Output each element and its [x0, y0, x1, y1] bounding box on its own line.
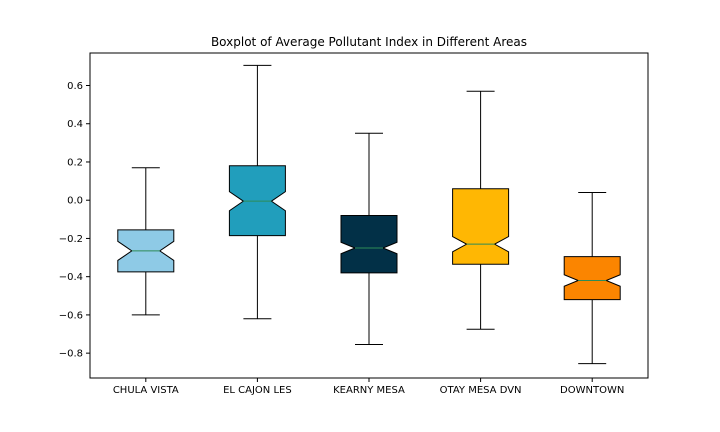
y-tick-label: 0.6	[67, 81, 83, 92]
x-tick-label: DOWNTOWN	[560, 385, 624, 396]
y-tick-label: −0.2	[59, 234, 83, 245]
x-tick-label: EL CAJON LES	[223, 385, 292, 396]
box-downtown	[563, 256, 621, 301]
x-tick-label: KEARNY MESA	[333, 385, 405, 396]
box-kearny-mesa	[340, 215, 398, 274]
y-tick-label: −0.6	[59, 310, 83, 321]
y-tick-label: 0.4	[67, 119, 83, 130]
chart-title: Boxplot of Average Pollutant Index in Di…	[211, 35, 527, 49]
y-tick-label: −0.8	[59, 349, 83, 360]
x-tick-label: CHULA VISTA	[113, 385, 179, 396]
x-tick-label: OTAY MESA DVN	[440, 385, 522, 396]
y-tick-label: −0.4	[59, 272, 83, 283]
box-otay-mesa-dvn	[452, 188, 510, 265]
y-tick-label: 0.2	[67, 157, 83, 168]
plot-area: −0.8 −0.6 −0.4 −0.2 0.0 0.2 0.4 0.6 CHULA VISTA E…	[59, 52, 649, 396]
y-tick-label: 0.0	[67, 196, 83, 207]
